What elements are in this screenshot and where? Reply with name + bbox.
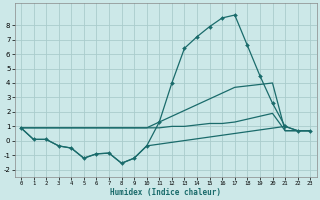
- X-axis label: Humidex (Indice chaleur): Humidex (Indice chaleur): [110, 188, 221, 197]
